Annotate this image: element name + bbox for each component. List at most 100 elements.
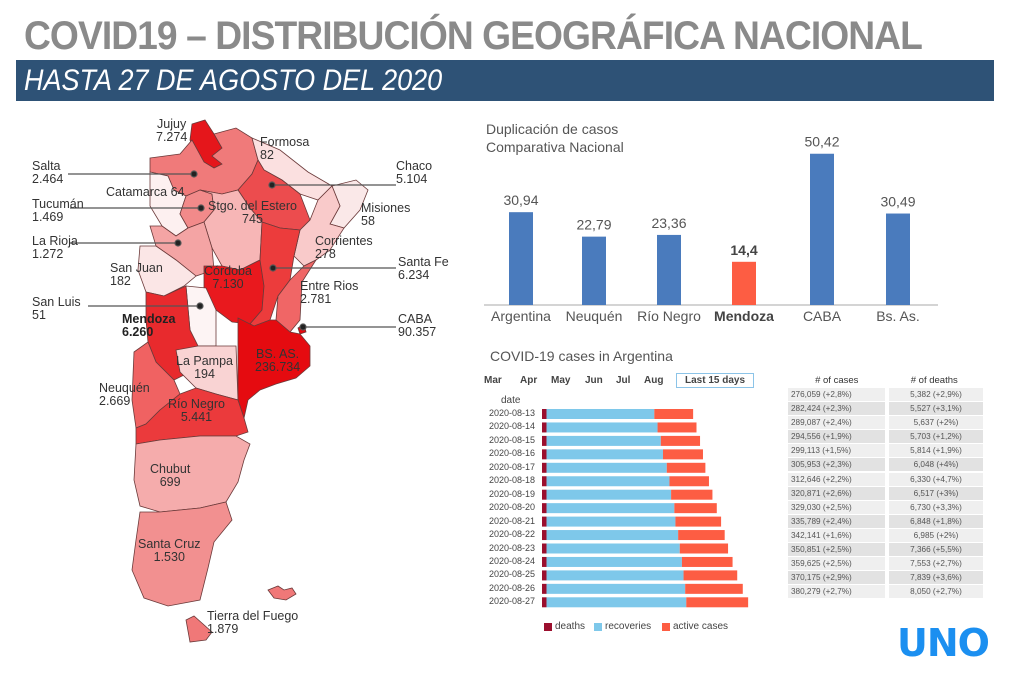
- argentina-map: Jujuy 7.274 Salta 2.464 Formosa 82 Chaco 5.104 C…: [0, 110, 480, 670]
- subtitle-bar: HASTA 27 DE AGOSTO DEL 2020: [16, 60, 994, 101]
- tab-last-15-days[interactable]: Last 15 days: [676, 373, 755, 388]
- province-name: Santa Fe: [398, 255, 449, 269]
- cell-cases: 342,141 (+1,6%): [788, 528, 885, 542]
- province-value: 182: [110, 274, 131, 288]
- cell-deaths: 5,814 (+1,9%): [889, 444, 983, 458]
- table-row: 359,625 (+2,5%) 7,553 (+2,7%): [788, 556, 983, 571]
- cell-cases: 312,646 (+2,2%): [788, 472, 885, 486]
- bar-segment-recoveries: [546, 476, 670, 487]
- date-label: 2020-08-23: [489, 542, 536, 553]
- province-name: Río Negro: [168, 397, 225, 411]
- bar-chart-title-line1: Duplicación de casos: [486, 121, 619, 137]
- bar-segment-recoveries: [546, 570, 684, 581]
- province-value: 90.357: [398, 325, 437, 339]
- tab-mar[interactable]: Mar: [484, 375, 502, 386]
- province-value: 5.441: [180, 410, 213, 424]
- province-value: 194: [194, 367, 215, 381]
- tab-apr[interactable]: Apr: [520, 375, 538, 386]
- province-bs-as: [237, 317, 311, 420]
- province-name: Santa Cruz: [138, 537, 201, 551]
- province-name: Stgo. del Estero: [208, 199, 297, 213]
- province-name: La Pampa: [176, 354, 233, 368]
- bar-segment-deaths: [542, 570, 547, 581]
- cell-deaths: 5,527 (+3,1%): [889, 402, 983, 416]
- map-label-chubut: Chubut 699: [150, 463, 190, 489]
- province-name: Corrientes: [315, 234, 373, 248]
- cases-chart-title: COVID-19 cases in Argentina: [490, 348, 673, 364]
- cell-deaths: 8,050 (+2,7%): [889, 585, 983, 599]
- map-label-chaco: Chaco 5.104: [396, 160, 432, 186]
- leader-dot-salta: [190, 170, 198, 178]
- map-label-san-luis: San Luis 51: [32, 296, 81, 322]
- bar-segment-deaths: [542, 476, 547, 487]
- province-name: Salta: [32, 159, 61, 173]
- table-row: 289,087 (+2,4%) 5,637 (+2%): [788, 415, 983, 430]
- province-name: Tierra del Fuego: [207, 609, 299, 623]
- bar-value-label: 30,94: [503, 192, 538, 208]
- bar-segment-active-cases: [654, 409, 694, 419]
- cell-deaths: 5,637 (+2%): [889, 416, 983, 430]
- province-value: 7.130: [212, 277, 244, 291]
- table-row: 329,030 (+2,5%) 6,730 (+3,3%): [788, 500, 983, 514]
- bar-segment-deaths: [542, 409, 547, 419]
- province-value: 2.781: [300, 292, 332, 306]
- province-san-juan: [137, 245, 197, 297]
- date-label: 2020-08-19: [489, 488, 536, 499]
- page-title: COVID19 – DISTRIBUCIÓN GEOGRÁFICA NACION…: [24, 14, 923, 58]
- cell-deaths: 7,839 (+3,6%): [889, 571, 983, 585]
- table-row: 320,871 (+2,6%) 6,517 (+3%): [788, 486, 983, 500]
- bar-segment-active-cases: [679, 543, 729, 554]
- bar-category-label: Neuquén: [566, 308, 623, 324]
- tab-jun[interactable]: Jun: [585, 375, 603, 386]
- map-label-stgo-del-estero: Stgo. del Estero 745: [208, 200, 297, 226]
- cell-cases: 329,030 (+2,5%): [788, 500, 885, 514]
- map-label-mendoza: Mendoza 6.260: [122, 313, 175, 339]
- map-label-entre-rios: Entre Rios 2.781: [300, 280, 358, 306]
- province-value: 7.274: [156, 130, 188, 144]
- cell-cases: 282,424 (+2,3%): [788, 402, 885, 416]
- map-label-caba: CABA 90.357: [398, 313, 436, 339]
- bar-segment-active-cases: [671, 489, 713, 500]
- uno-logo: UNO: [897, 621, 990, 665]
- cases-chart: COVID-19 cases in Argentina Mar Apr May …: [484, 345, 784, 645]
- bar-segment-active-cases: [678, 530, 725, 541]
- cell-deaths: 5,382 (+2,9%): [889, 388, 983, 401]
- province-name: San Juan: [110, 261, 163, 275]
- cell-deaths: 7,366 (+5,5%): [889, 543, 983, 557]
- map-label-santa-fe: Santa Fe 6.234: [398, 256, 449, 282]
- bar-segment-deaths: [542, 489, 547, 500]
- date-label: 2020-08-17: [489, 461, 536, 472]
- date-label: 2020-08-26: [489, 582, 536, 593]
- tab-may[interactable]: May: [551, 375, 571, 386]
- legend-swatch-active: [662, 622, 670, 631]
- bar-segment-active-cases: [685, 583, 743, 594]
- bar-category-label: CABA: [803, 308, 842, 324]
- province-value: 278: [315, 247, 336, 261]
- tab-aug[interactable]: Aug: [644, 375, 664, 386]
- bar-neuquen: [582, 236, 606, 305]
- bar-argentina: [509, 212, 533, 305]
- bar-segment-active-cases: [674, 503, 717, 514]
- date-label: 2020-08-16: [489, 448, 536, 459]
- province-value: 1.469: [32, 210, 64, 224]
- legend-swatch-deaths: [544, 622, 552, 631]
- legend-recoveries: recoveries: [594, 621, 651, 632]
- province-value: 1.272: [32, 247, 64, 261]
- bar-segment-deaths: [542, 543, 547, 554]
- table-row: 342,141 (+1,6%) 6,985 (+2%): [788, 528, 983, 542]
- province-name: Catamarca 64: [106, 185, 185, 199]
- tab-jul[interactable]: Jul: [616, 375, 631, 386]
- province-name: Chubut: [150, 462, 191, 476]
- table-row: 335,789 (+2,4%) 6,848 (+1,8%): [788, 514, 983, 528]
- province-value: 51: [32, 308, 46, 322]
- map-label-misiones: Misiones 58: [361, 202, 410, 228]
- cases-bars-svg: [542, 409, 749, 608]
- bar-segment-active-cases: [660, 435, 701, 446]
- cell-deaths: 6,730 (+3,3%): [889, 500, 983, 514]
- province-name: Jujuy: [157, 117, 187, 131]
- bar-chart-title-line2: Comparativa Nacional: [486, 139, 624, 155]
- table-row: 294,556 (+1,9%) 5,703 (+1,2%): [788, 429, 983, 444]
- map-label-san-juan: San Juan 182: [110, 262, 163, 288]
- date-label: 2020-08-27: [489, 596, 536, 607]
- table-row: 312,646 (+2,2%) 6,330 (+4,7%): [788, 472, 983, 486]
